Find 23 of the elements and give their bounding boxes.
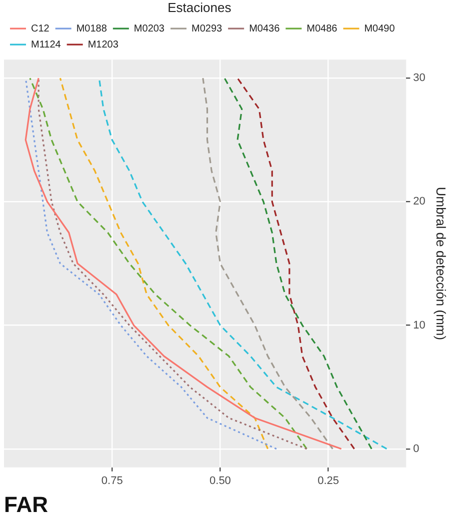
x-tick-label: 0.25 [318, 475, 340, 488]
line-series [59, 77, 269, 450]
line-series [224, 77, 372, 450]
y2-tick-label: 0 [413, 442, 420, 455]
y2-axis-title: Umbral de detección (mm) [434, 186, 449, 340]
legend-label: M0203 [134, 23, 165, 34]
legend-label: M1203 [88, 39, 119, 50]
legend-label: M1124 [31, 39, 62, 50]
x-tick-label: 0.50 [210, 475, 231, 488]
legend-label: M0486 [306, 23, 338, 34]
line-series [202, 77, 334, 450]
legend-title: Estaciones [168, 0, 232, 16]
y2-tick-label: 30 [413, 72, 426, 84]
legend-label: C12 [31, 23, 50, 34]
legend-label: M0490 [364, 23, 396, 34]
text: FAR [4, 492, 48, 517]
y2-tick-label: 20 [413, 196, 426, 208]
legend-label: M0188 [76, 23, 108, 34]
line-series [236, 77, 356, 450]
legend-label: M0436 [249, 23, 280, 34]
legend-label: M0293 [191, 23, 223, 34]
x-tick-label: 0.75 [101, 475, 123, 488]
y2-tick-label: 10 [413, 319, 426, 332]
